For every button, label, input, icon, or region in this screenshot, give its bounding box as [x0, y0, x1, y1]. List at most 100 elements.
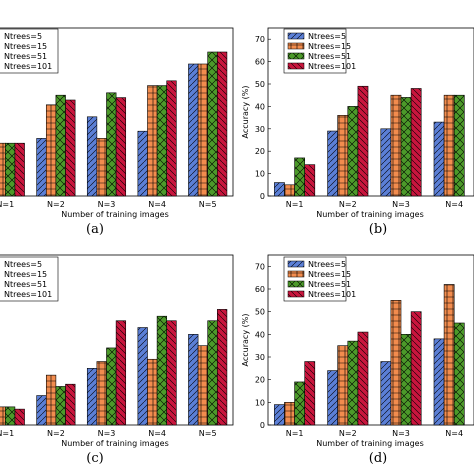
bar-hatch — [401, 97, 412, 196]
bar-hatch — [36, 395, 47, 425]
bar-hatch — [390, 300, 401, 425]
y-tick-label: 70 — [255, 262, 265, 271]
bar-hatch — [147, 359, 158, 425]
bar-hatch — [87, 116, 97, 196]
bar-hatch — [357, 86, 369, 196]
y-tick-label: 60 — [255, 285, 265, 294]
legend-label: Ntrees=5 — [4, 260, 42, 269]
bar-hatch — [65, 100, 76, 196]
bar-hatch — [106, 92, 117, 196]
y-tick-label: 10 — [255, 398, 265, 407]
legend-label: Ntrees=15 — [4, 270, 47, 279]
legend-label: Ntrees=15 — [308, 42, 351, 51]
y-axis-label: Accuracy (%) — [241, 86, 250, 139]
bar-hatch — [337, 345, 348, 425]
legend-swatch-hatch — [288, 63, 304, 69]
y-tick-label: 30 — [255, 353, 265, 362]
panels: N=1 N=2 N=3 N=4 N=5 Number of training images… — [0, 27, 474, 466]
bar-hatch — [444, 95, 455, 196]
legend-label: Ntrees=101 — [4, 62, 52, 71]
bar-hatch — [106, 347, 117, 425]
bar-hatch — [217, 309, 227, 425]
y-tick-label: 0 — [260, 192, 265, 201]
panel-3: N=1 N=2 N=3 N=4 N=5 Number of training images… — [0, 254, 234, 466]
bar-hatch — [5, 143, 15, 196]
x-tick-label: N=4 — [445, 429, 463, 438]
bar-hatch — [116, 97, 126, 196]
x-axis-label: Number of training images — [316, 210, 424, 219]
bar-hatch — [294, 157, 305, 196]
x-tick-label: N=1 — [286, 429, 304, 438]
bar-hatch — [217, 52, 227, 196]
x-tick-label: N=3 — [392, 429, 410, 438]
bar-hatch — [166, 80, 177, 196]
bar-hatch — [284, 184, 295, 196]
x-tick-label: N=2 — [339, 200, 357, 209]
bar-hatch — [347, 341, 358, 425]
legend-label: Ntrees=101 — [308, 62, 356, 71]
x-tick-label: N=4 — [148, 200, 166, 209]
legend-label: Ntrees=51 — [4, 52, 47, 61]
x-tick-label: N=2 — [339, 429, 357, 438]
legend-swatch-hatch — [288, 43, 304, 49]
bar-hatch — [357, 332, 369, 425]
bar-hatch — [390, 95, 401, 196]
x-axis-label: Number of training images — [61, 210, 169, 219]
x-tick-label: N=3 — [392, 200, 410, 209]
bar-hatch — [401, 334, 412, 425]
bar-hatch — [347, 106, 358, 196]
panel-1: N=1 N=2 N=3 N=4 N=5 Number of training images… — [0, 27, 234, 237]
bar-hatch — [137, 131, 148, 196]
x-tick-label: N=1 — [0, 429, 14, 438]
bar-hatch — [304, 361, 315, 425]
x-tick-label: N=4 — [445, 200, 463, 209]
legend-label: Ntrees=101 — [4, 290, 52, 299]
y-tick-label: 0 — [260, 421, 265, 430]
bar-hatch — [157, 316, 167, 425]
legend-label: Ntrees=5 — [308, 260, 346, 269]
legend-swatch-hatch — [288, 271, 304, 277]
bar-hatch — [284, 402, 295, 425]
legend-label: Ntrees=101 — [308, 290, 356, 299]
bar-hatch — [327, 370, 338, 425]
y-tick-label: 40 — [255, 102, 265, 111]
bar-hatch — [46, 104, 56, 196]
y-tick-label: 60 — [255, 58, 265, 67]
bar-hatch — [444, 284, 455, 425]
bar-hatch — [207, 320, 218, 425]
y-tick-label: 40 — [255, 330, 265, 339]
bar-hatch — [433, 338, 445, 425]
bar-hatch — [36, 138, 47, 196]
legend-box — [0, 256, 59, 302]
bar-hatch — [454, 95, 465, 196]
bar-hatch — [0, 406, 6, 425]
bar-hatch — [198, 64, 208, 196]
bar-hatch — [274, 182, 285, 196]
legend-label: Ntrees=5 — [308, 32, 346, 41]
bar-hatch — [55, 386, 66, 425]
legend-label: Ntrees=5 — [4, 32, 42, 41]
plot-frame — [267, 27, 474, 197]
bar-hatch — [207, 52, 218, 196]
bar-hatch — [87, 368, 97, 425]
legend-swatch-hatch — [288, 261, 304, 267]
bar-hatch — [46, 375, 56, 425]
x-tick-label: N=3 — [98, 429, 116, 438]
bar-hatch — [166, 320, 177, 425]
y-tick-label: 30 — [255, 125, 265, 134]
y-tick-label: 50 — [255, 308, 265, 317]
legend-label: Ntrees=51 — [4, 280, 47, 289]
legend-swatch-hatch — [288, 281, 304, 287]
panel-label: (b) — [369, 222, 387, 237]
panel-label: (a) — [86, 222, 104, 237]
x-tick-label: N=1 — [286, 200, 304, 209]
plot-frame — [267, 254, 474, 426]
y-tick-label: 20 — [255, 376, 265, 385]
legend-swatch-hatch — [288, 33, 304, 39]
bar-hatch — [337, 115, 348, 196]
bar-hatch — [116, 320, 126, 425]
bar-hatch — [294, 381, 305, 425]
